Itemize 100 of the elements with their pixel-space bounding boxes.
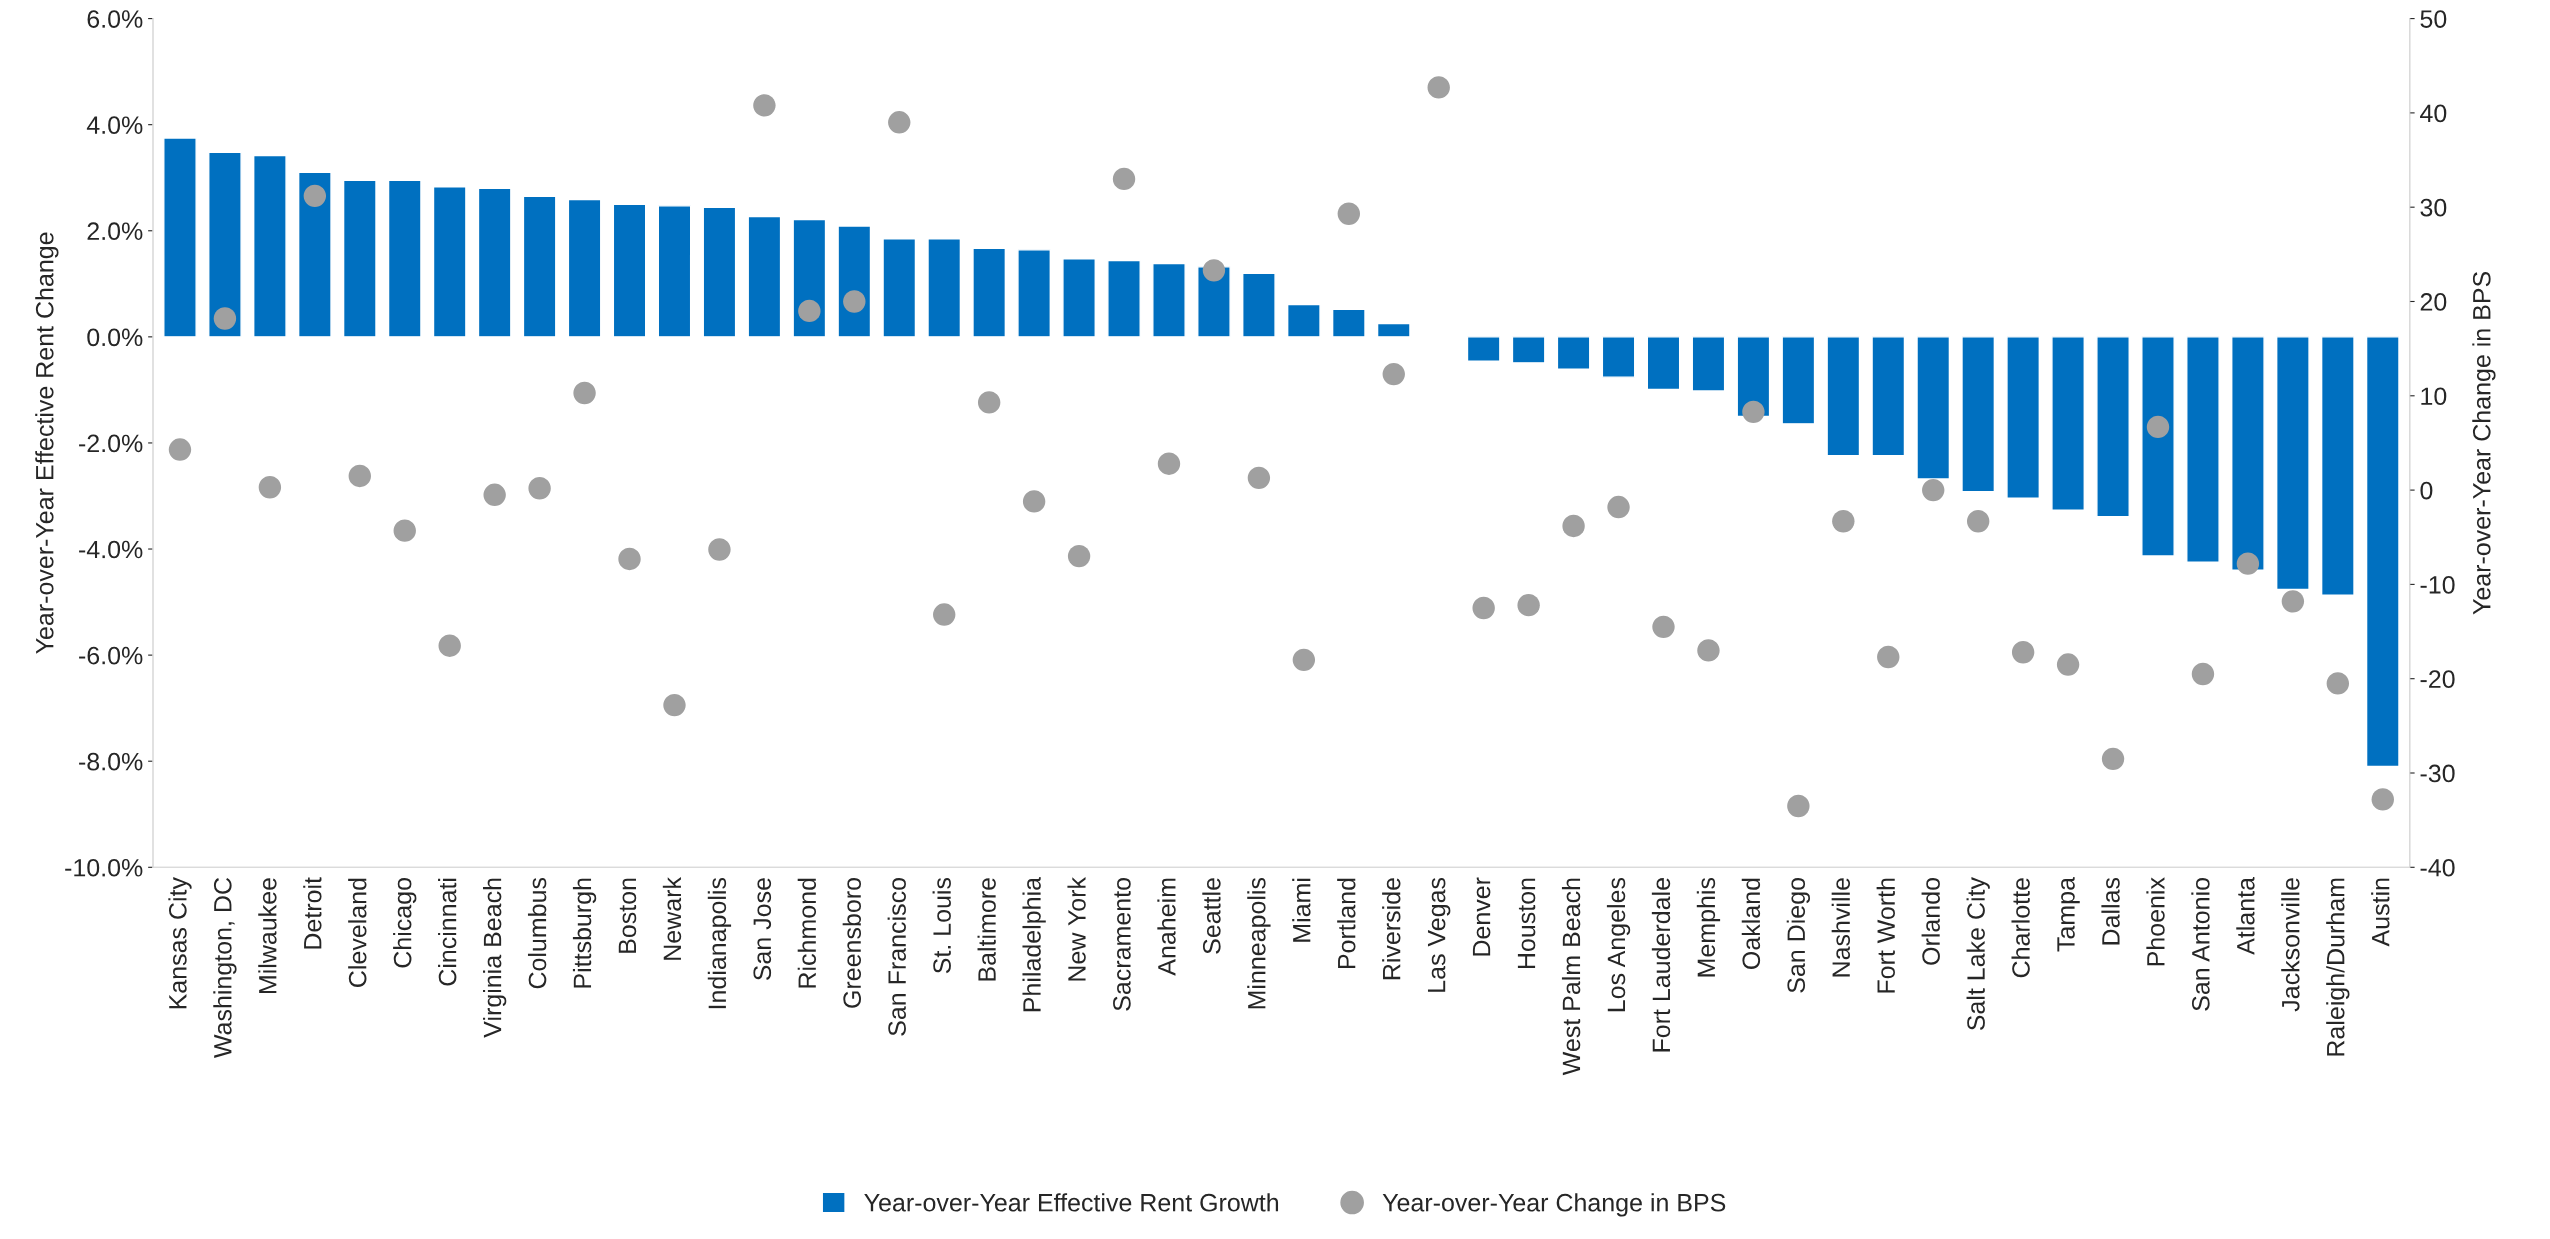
point: [2371, 788, 2394, 811]
point: [1787, 794, 1810, 818]
y-tick-label: -10.0%: [65, 858, 143, 877]
x-tick-label: Pittsburgh: [572, 878, 597, 988]
x-tick-label: Jacksonville: [2281, 878, 2300, 1012]
point: [2281, 590, 2305, 613]
point: [1832, 510, 1855, 533]
y-tick-label: -4.0%: [79, 540, 143, 559]
y2-tick-label: 10: [2421, 387, 2447, 406]
y-tick-label: 2.0%: [87, 222, 143, 241]
x-tick-label: Las Vegas: [1427, 877, 1451, 992]
x-tick-label: Fort Lauderdale: [1651, 878, 1671, 1052]
point: [933, 603, 956, 626]
bar: [1152, 262, 1186, 338]
legend-label: Year-over-Year Effective Rent Growth: [864, 1193, 1279, 1212]
x-tick-label: Richmond: [797, 878, 817, 988]
point: [1292, 648, 1316, 672]
point: [977, 391, 1001, 414]
bar: [2275, 336, 2310, 591]
y-tick-label: -2.0%: [79, 434, 143, 453]
x-tick-label: Virginia Beach: [483, 878, 507, 1038]
point: [303, 184, 327, 208]
x-tick-label: Salt Lake City: [1966, 877, 1990, 1031]
bar: [2365, 336, 2400, 768]
bar: [1107, 259, 1141, 338]
x-tick-label: Los Angeles: [1606, 877, 1631, 1012]
bar: [2231, 336, 2265, 571]
bar: [1376, 322, 1411, 338]
y2-tick-label: -20: [2420, 670, 2455, 688]
x-tick-label: Anaheim: [1157, 878, 1176, 976]
bar: [342, 179, 377, 338]
point: [708, 538, 731, 561]
y2-tick-label: 0: [2420, 481, 2433, 500]
y2-axis-title: Year-over-Year Change in BPS: [2472, 271, 2496, 615]
x-tick-label: Charlotte: [2011, 878, 2030, 978]
bar: [1871, 336, 1906, 457]
point: [573, 381, 596, 405]
x-tick-label: Miami: [1292, 878, 1311, 942]
x-tick-label: Austin: [2371, 878, 2390, 947]
bar: [477, 187, 512, 338]
y2-tick-label: -10: [2420, 576, 2455, 594]
x-tick-label: Portland: [1337, 878, 1356, 969]
point: [2101, 747, 2125, 771]
bar: [702, 206, 737, 338]
x-tick-label: Detroit: [303, 877, 322, 949]
x-tick-label: Columbus: [527, 877, 547, 989]
x-tick-label: Newark: [662, 876, 682, 960]
x-tick-label: Orlando: [1921, 878, 1940, 965]
point: [1966, 510, 1990, 533]
x-tick-label: San Diego: [1786, 878, 1811, 993]
bar: [2006, 336, 2041, 499]
bar: [747, 215, 782, 338]
bar: [163, 137, 197, 338]
x-tick-label: Memphis: [1696, 877, 1721, 977]
bar: [882, 238, 917, 338]
x-tick-label: Nashville: [1831, 878, 1851, 977]
y2-tick-label: 30: [2420, 198, 2447, 217]
bar: [1511, 336, 1546, 364]
point: [1922, 478, 1945, 502]
bar: [1017, 249, 1052, 338]
x-tick-label: Cincinnati: [438, 878, 457, 986]
bar: [657, 205, 692, 338]
point: [1607, 495, 1630, 519]
x-tick-label: Milwaukee: [258, 878, 277, 994]
x-tick-label: Minneapolis: [1247, 877, 1271, 1009]
bar: [1286, 303, 1321, 338]
bar: [208, 151, 242, 338]
bar: [387, 179, 422, 338]
x-tick-label: Oakland: [1741, 878, 1761, 969]
x-tick-label: San Jose: [753, 878, 772, 981]
bar: [1601, 336, 1636, 378]
point: [528, 477, 551, 500]
point: [2191, 662, 2215, 686]
y2-tick-label: -30: [2420, 764, 2455, 783]
y-tick-label: 4.0%: [86, 116, 143, 134]
y-tick-label: 0.0%: [87, 328, 143, 347]
bar: [1646, 336, 1681, 391]
y2-tick-label: 40: [2420, 104, 2447, 123]
point: [888, 111, 911, 134]
point: [1697, 639, 1720, 662]
point: [1247, 466, 1271, 490]
point: [213, 307, 237, 330]
x-tick-label: Indianapolis: [707, 877, 732, 1009]
point: [1652, 615, 1675, 639]
bar: [927, 238, 962, 338]
point: [168, 438, 192, 461]
bar: [1062, 258, 1096, 338]
point: [2146, 415, 2170, 439]
bar: [1826, 336, 1861, 457]
y2-tick-label: 50: [2420, 10, 2447, 28]
point: [618, 547, 641, 571]
bar: [1556, 336, 1591, 370]
bar: [1961, 336, 1996, 493]
x-tick-label: Philadelphia: [1022, 877, 1046, 1012]
x-tick-label: Houston: [1517, 878, 1536, 969]
point: [2236, 552, 2260, 575]
y-axis-title: Year-over-Year Effective Rent Change: [35, 232, 59, 654]
point: [753, 94, 776, 117]
bar: [2096, 336, 2130, 518]
x-tick-label: Cleveland: [348, 878, 367, 987]
